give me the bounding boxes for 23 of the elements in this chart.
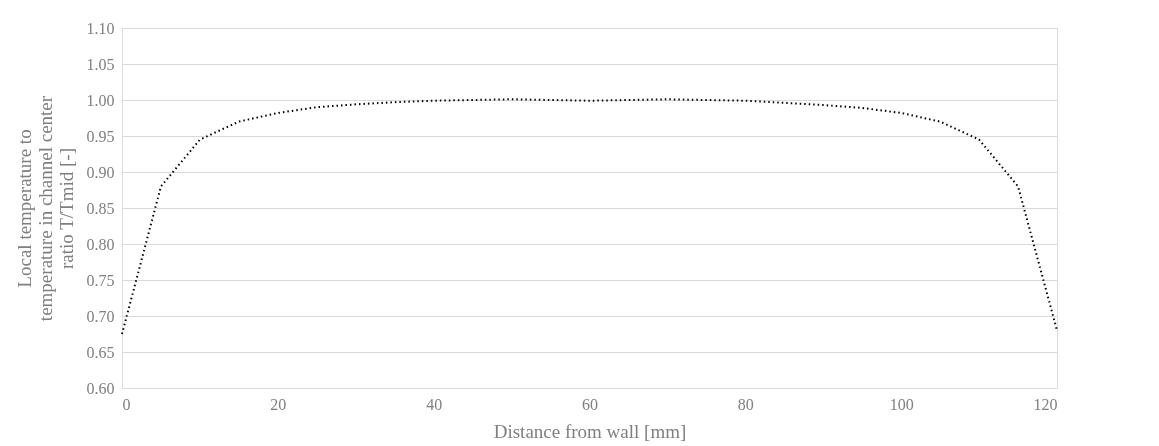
x-tick-label: 120 <box>1033 395 1058 413</box>
y-tick-label: 0.90 <box>86 163 115 181</box>
y-tick-label: 0.65 <box>86 343 115 361</box>
y-tick-label: 1.10 <box>86 19 115 37</box>
y-tick-label: 0.70 <box>86 307 115 325</box>
text: temperature in channel center <box>34 95 56 322</box>
y-tick-label: 0.85 <box>86 199 115 217</box>
line-series <box>121 98 1058 335</box>
x-tick-label: 0 <box>122 395 131 413</box>
text: Local temperature to <box>13 129 35 288</box>
y-tick-label: 0.75 <box>86 271 115 289</box>
x-tick-label: 40 <box>426 395 443 413</box>
y-tick-label: 1.05 <box>86 55 115 73</box>
x-tick-label: 60 <box>582 395 598 413</box>
y-tick-label: 0.95 <box>86 127 115 145</box>
text: ratio T/Tmid [-] <box>55 147 77 270</box>
x-tick-label: 20 <box>270 395 287 413</box>
x-tick-label: 100 <box>889 395 914 413</box>
x-tick-label: 80 <box>737 395 754 413</box>
y-tick-label: 1.00 <box>86 91 115 109</box>
x-axis-title: Distance from wall [mm] <box>493 420 687 442</box>
y-tick-label: 0.60 <box>86 379 115 397</box>
y-tick-label: 0.80 <box>86 235 115 253</box>
